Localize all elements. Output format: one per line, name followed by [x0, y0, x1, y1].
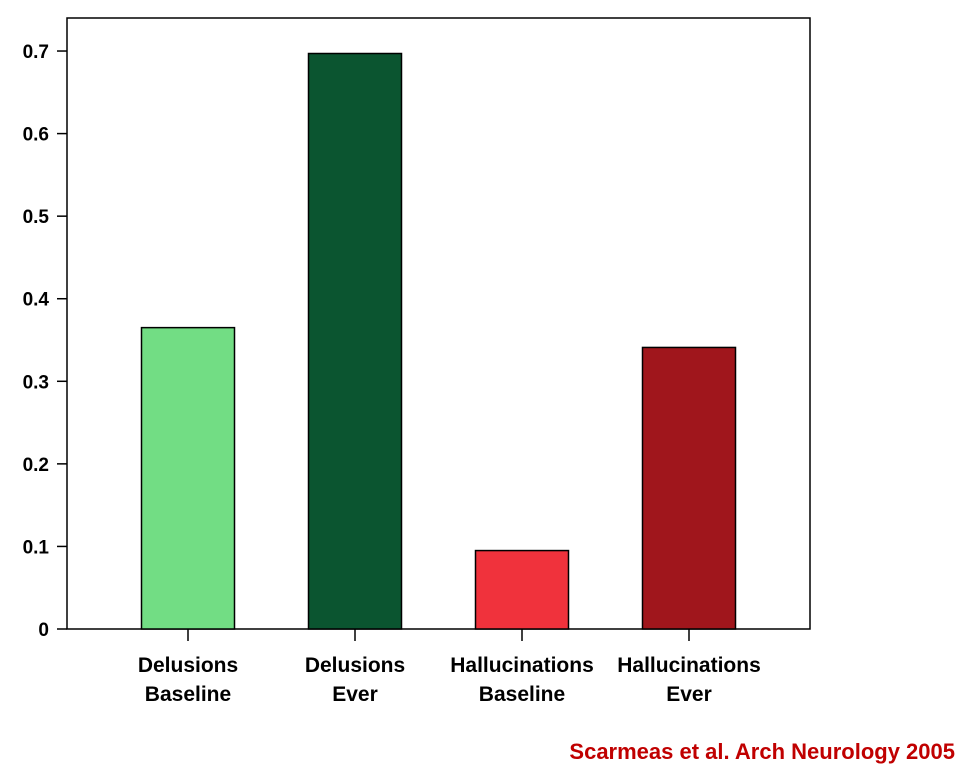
x-axis: Delusions Baseline Delusions Ever Hallucinat… [138, 629, 761, 706]
plot-frame [66, 17, 811, 630]
y-tick-label: 0.5 [23, 207, 50, 228]
x-category-label: Baseline [479, 683, 565, 706]
y-tick-label: 0.4 [23, 290, 50, 311]
bar-0 [140, 326, 236, 630]
y-tick-label: 0.7 [23, 42, 49, 63]
x-category-label: Delusions [305, 654, 405, 677]
y-tick-label: 0.3 [23, 372, 49, 393]
x-category-label: Baseline [145, 683, 231, 706]
bar-2 [474, 549, 570, 630]
y-tick-label: 0 [38, 620, 49, 641]
y-tick-label: 0.1 [23, 537, 50, 558]
x-category-label: Hallucinations [450, 654, 594, 677]
x-category-label: Delusions [138, 654, 238, 677]
plot-border [66, 17, 811, 630]
bar-3 [641, 346, 737, 630]
bar-1 [307, 52, 403, 630]
x-category-label: Ever [666, 683, 712, 706]
x-category-label: Ever [332, 683, 378, 706]
y-tick-label: 0.2 [23, 455, 49, 476]
y-tick-label: 0.6 [23, 125, 49, 146]
x-category-label: Hallucinations [617, 654, 761, 677]
bars [140, 52, 737, 630]
y-axis: 0 0.1 0.2 0.3 0.4 0.5 0.6 0.7 [23, 42, 67, 641]
citation: Scarmeas et al. Arch Neurology 2005 [569, 739, 955, 764]
